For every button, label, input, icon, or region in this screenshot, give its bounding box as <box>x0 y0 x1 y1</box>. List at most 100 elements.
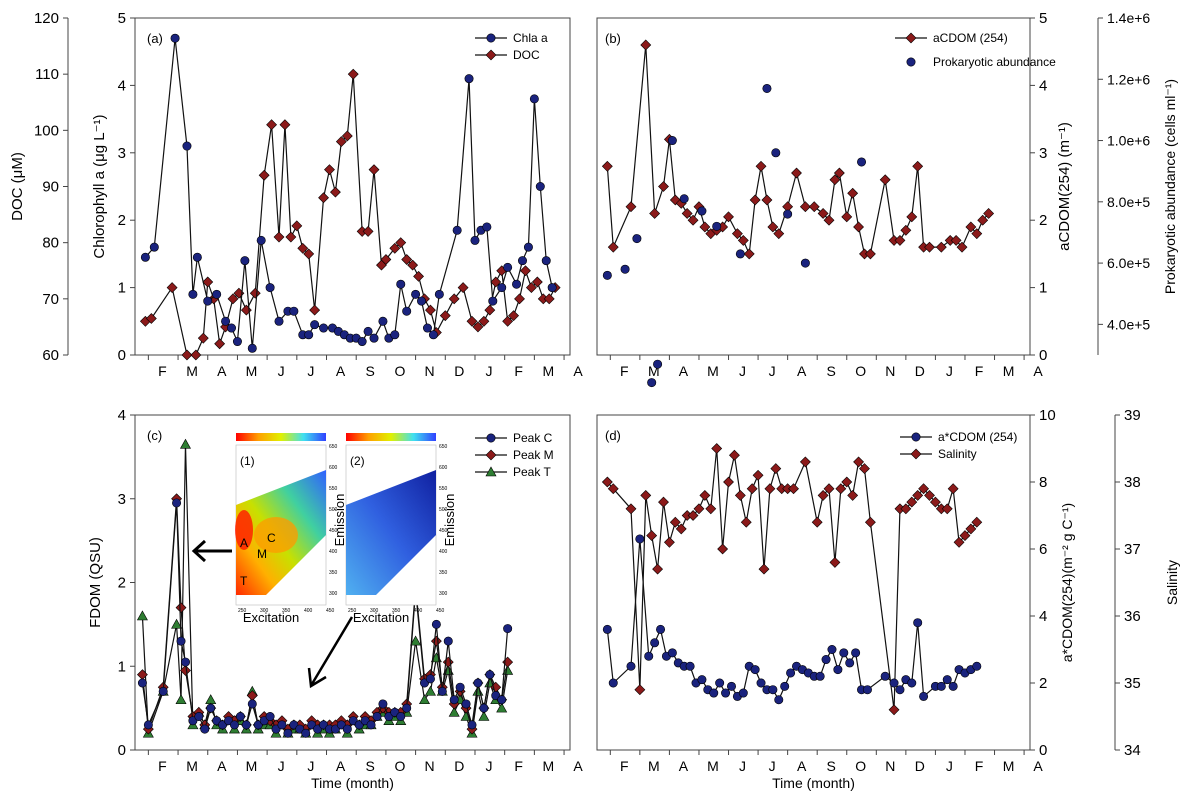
acdom-star-point <box>845 658 855 668</box>
inset-y-tick-1: 600 <box>329 465 338 471</box>
panel-label-a: (a) <box>147 31 163 46</box>
x-tick-label-d: F <box>620 758 629 774</box>
x-tick-label-c: N <box>425 758 435 774</box>
acdom-star-point <box>715 678 725 688</box>
arrow-to-peak <box>191 539 232 563</box>
y-tick-label-a-outer: 110 <box>35 66 59 83</box>
legend-marker-c <box>485 449 497 461</box>
x-tick-label-a: J <box>278 363 285 379</box>
salinity-point <box>717 543 729 555</box>
inset-x-label-2: Excitation <box>353 610 409 625</box>
salinity-point <box>601 476 613 488</box>
y-tick-label-d-outer: 38 <box>1124 474 1141 491</box>
inset-x-tick-2: 250 <box>348 608 357 614</box>
peak-c-point <box>301 728 311 738</box>
inset-y-tick-1: 650 <box>329 444 338 450</box>
inset-id-2: (2) <box>350 454 365 468</box>
acdom-point <box>879 174 891 186</box>
acdom-line <box>606 44 990 257</box>
peak-c-point <box>366 720 376 730</box>
y-tick-label-c: 2 <box>118 575 126 592</box>
acdom-point <box>935 241 947 253</box>
doc-point <box>181 349 193 361</box>
peak-c-point <box>277 720 287 730</box>
acdom-point <box>864 248 876 260</box>
peak-t-point <box>171 618 183 629</box>
y-axis-label-chla: Chlorophyll a (μg L⁻¹) <box>91 114 108 258</box>
acdom-point <box>755 160 767 172</box>
doc-point <box>227 293 239 305</box>
y-tick-label-a-inner: 4 <box>118 77 126 94</box>
acdom-star-point <box>786 668 796 678</box>
inset-y-tick-2: 500 <box>439 507 448 513</box>
doc-point <box>166 282 178 294</box>
inset-x-label-1: Excitation <box>243 610 299 625</box>
y-tick-label-b-outer: 8.0e+5 <box>1107 194 1150 210</box>
peak-t-point <box>205 694 217 705</box>
peak-t-point <box>175 694 187 705</box>
doc-point <box>197 332 209 344</box>
x-tick-label-c: M <box>246 758 258 774</box>
x-tick-label-b: N <box>885 363 895 379</box>
doc-point <box>324 164 335 176</box>
peak-t-point <box>136 610 148 621</box>
salinity-point <box>625 503 637 515</box>
x-tick-label-b: J <box>946 363 953 379</box>
y-tick-label-b-inner: 5 <box>1039 10 1047 27</box>
x-tick-label-d: O <box>855 758 866 774</box>
x-axis-label: Time (month) <box>772 775 855 791</box>
x-tick-label-d: M <box>1003 758 1015 774</box>
x-tick-label-a: O <box>394 363 405 379</box>
panel-label-b: (b) <box>605 31 621 46</box>
acdom-point <box>900 224 912 236</box>
acdom-point <box>743 248 755 260</box>
acdom-point <box>749 194 761 206</box>
peak-c-point <box>461 699 471 709</box>
prok-point <box>857 157 867 167</box>
inset-y-tick-1: 450 <box>329 528 338 534</box>
salinity-point <box>723 476 734 488</box>
salinity-point <box>847 489 859 501</box>
acdom-point <box>894 234 906 246</box>
x-tick-label-a: M <box>543 363 555 379</box>
doc-point <box>303 248 315 260</box>
x-tick-label-a: J <box>307 363 314 379</box>
chla-point <box>240 256 250 266</box>
x-tick-label-b: D <box>915 363 925 379</box>
y-axis-label-acdom-star: a*CDOM(254)(m⁻² g C⁻¹) <box>1059 503 1075 662</box>
salinity-point <box>729 449 740 461</box>
x-tick-label-b: A <box>679 363 689 379</box>
legend-marker-c <box>486 433 496 443</box>
doc-point <box>249 287 261 299</box>
doc-point <box>309 304 321 316</box>
doc-point <box>525 282 537 294</box>
chla-point <box>417 296 427 306</box>
chla-point <box>232 337 242 347</box>
legend-label-c: Peak M <box>513 448 554 462</box>
peak-t-point <box>424 685 436 696</box>
acdom-point <box>767 221 779 233</box>
doc-point <box>407 259 419 271</box>
peak-c-point <box>467 720 477 730</box>
peak-c-point <box>497 695 507 705</box>
acdom-star-point <box>650 638 660 648</box>
acdom-point <box>912 160 924 172</box>
peak-c-point <box>342 724 352 734</box>
y-tick-label-b-inner: 3 <box>1039 145 1047 162</box>
acdom-point <box>823 214 835 226</box>
salinity-point <box>941 503 953 515</box>
y-tick-label-d-inner: 6 <box>1039 541 1047 558</box>
prok-point <box>620 264 630 274</box>
peak-label-t: T <box>240 574 248 588</box>
doc-point <box>395 237 407 249</box>
doc-point <box>347 68 359 80</box>
inset-x-tick-1: 300 <box>260 608 269 614</box>
salinity-point <box>959 530 971 542</box>
acdom-star-point <box>827 644 837 654</box>
acdom-point <box>625 201 637 213</box>
acdom-point <box>640 39 652 51</box>
y-tick-label-d-inner: 10 <box>1039 407 1056 424</box>
x-tick-label-c: F <box>514 758 523 774</box>
y-tick-label-a-inner: 3 <box>118 145 126 162</box>
salinity-point <box>758 563 770 575</box>
